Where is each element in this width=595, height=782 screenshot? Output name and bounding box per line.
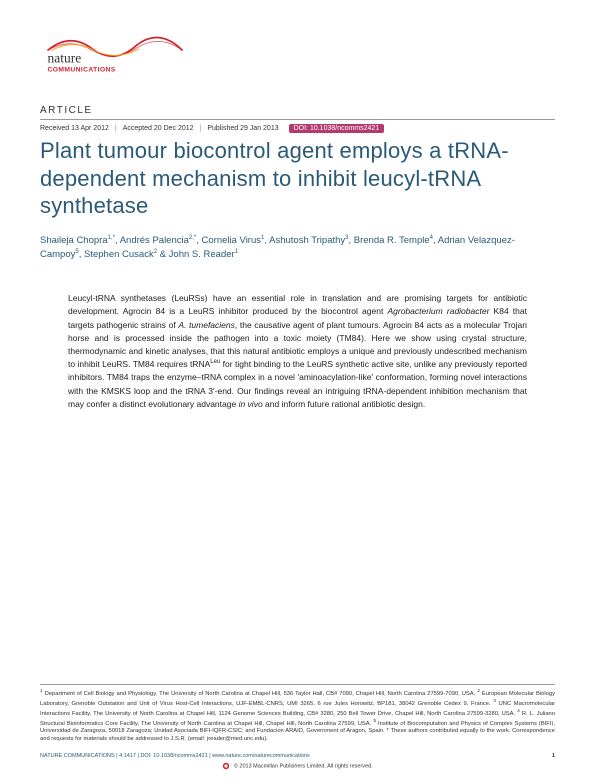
journal-logo: nature COMMUNICATIONS bbox=[40, 28, 555, 81]
footer-page-number: 1 bbox=[552, 753, 555, 759]
received-date: Received 13 Apr 2012 bbox=[40, 125, 109, 132]
page-footer: NATURE COMMUNICATIONS | 4:1417 | DOI: 10… bbox=[40, 753, 555, 770]
author-list: Shaileja Chopra1,*, Andrés Palencia2,*, … bbox=[40, 234, 555, 263]
accepted-date: Accepted 20 Dec 2012 bbox=[123, 125, 194, 132]
date-separator: | bbox=[200, 125, 202, 132]
abstract-text: Leucyl-tRNA synthetases (LeuRSs) have an… bbox=[68, 292, 527, 411]
published-date: Published 29 Jan 2013 bbox=[207, 125, 278, 132]
logo-text-communications: COMMUNICATIONS bbox=[48, 67, 116, 74]
article-title: Plant tumour biocontrol agent employs a … bbox=[40, 137, 555, 220]
doi-badge[interactable]: DOI: 10.1038/ncomms2421 bbox=[289, 124, 385, 133]
article-type-label: ARTICLE bbox=[40, 105, 555, 116]
affiliations-text: 1 Department of Cell Biology and Physiol… bbox=[40, 689, 555, 744]
dates-row: Received 13 Apr 2012 | Accepted 20 Dec 2… bbox=[40, 124, 555, 133]
footer-citation: NATURE COMMUNICATIONS | 4:1417 | DOI: 10… bbox=[40, 753, 310, 759]
divider-top bbox=[40, 119, 555, 120]
date-separator: | bbox=[115, 125, 117, 132]
divider-affiliations bbox=[40, 684, 555, 685]
footer-copyright: © 2013 Macmillan Publishers Limited. All… bbox=[40, 762, 555, 770]
logo-text-nature: nature bbox=[48, 51, 82, 66]
